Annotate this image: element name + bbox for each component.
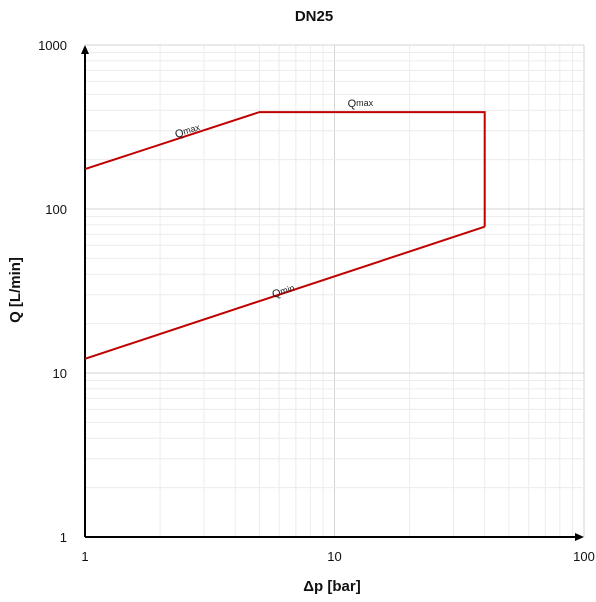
series <box>84 111 486 360</box>
chart-title: DN25 <box>295 8 333 25</box>
annotations: Qmax Qmax Qmin <box>174 98 374 301</box>
x-axis-arrow <box>575 533 584 541</box>
x-tick-label: 10 <box>327 549 341 564</box>
grid <box>85 44 585 537</box>
x-tick-label: 1 <box>81 549 88 564</box>
y-tick-label: 100 <box>45 202 67 217</box>
y-tick-label: 10 <box>53 366 67 381</box>
series-annotation-label: Qmax <box>174 122 202 141</box>
series-line-qmax-boundary <box>84 111 486 227</box>
axes <box>81 45 584 541</box>
y-tick-labels: 1 10 100 1000 <box>38 38 67 545</box>
x-tick-label: 100 <box>573 549 595 564</box>
y-axis-title: Q [L/min] <box>7 257 24 323</box>
y-tick-label: 1 <box>60 530 67 545</box>
y-tick-label: 1000 <box>38 38 67 53</box>
x-axis-title: Δp [bar] <box>303 578 360 595</box>
series-annotation-label: Qmax <box>348 98 374 110</box>
x-tick-labels: 1 10 100 <box>81 549 594 564</box>
y-axis-arrow <box>81 45 89 54</box>
series-line-qmin <box>84 225 486 360</box>
series-annotation-label: Qmin <box>271 283 297 301</box>
